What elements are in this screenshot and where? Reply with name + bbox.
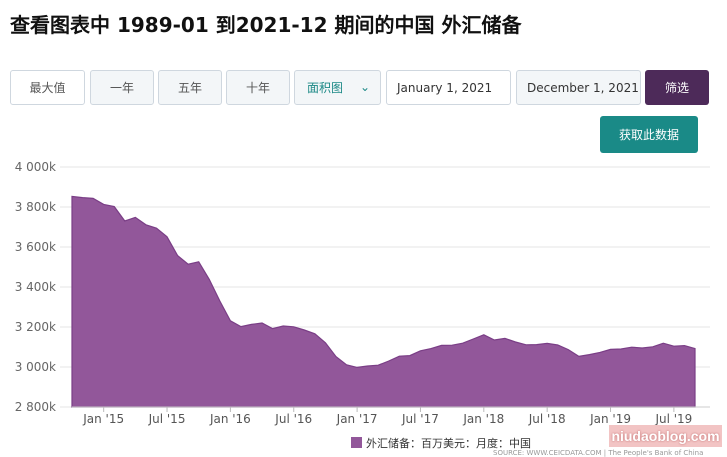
end-date-input[interactable]: December 1, 2021: [516, 70, 641, 105]
source-note: SOURCE: WWW.CEICDATA.COM | The People's …: [493, 449, 703, 457]
x-tick-label: Jul '17: [401, 412, 439, 426]
x-tick-label: Jan '17: [336, 412, 378, 426]
page-title: 查看图表中 1989-01 到2021-12 期间的中国 外汇储备: [10, 13, 522, 37]
range-10y-button[interactable]: 十年: [226, 70, 290, 105]
x-tick-label: Jul '16: [274, 412, 312, 426]
y-tick-label: 3 000k: [15, 360, 56, 374]
x-tick-label: Jan '19: [589, 412, 631, 426]
x-tick-label: Jan '15: [82, 412, 124, 426]
range-1y-button[interactable]: 一年: [90, 70, 154, 105]
series-area: [71, 195, 696, 408]
y-tick-label: 3 400k: [15, 280, 56, 294]
range-5y-button[interactable]: 五年: [158, 70, 222, 105]
y-tick-label: 3 800k: [15, 200, 56, 214]
y-tick-label: 3 200k: [15, 320, 56, 334]
x-tick-label: Jan '18: [462, 412, 504, 426]
x-tick-label: Jul '15: [148, 412, 186, 426]
x-tick-label: Jul '18: [528, 412, 566, 426]
fetch-data-button[interactable]: 获取此数据: [600, 116, 698, 153]
range-max-button[interactable]: 最大值: [10, 70, 85, 105]
watermark-logo: niudaoblog.com: [609, 425, 722, 447]
y-tick-label: 3 600k: [15, 240, 56, 254]
chart-type-selected-value: 面积图: [307, 81, 344, 95]
chevron-down-icon: ⌄: [359, 80, 370, 94]
chart-type-select[interactable]: 面积图 ⌄: [294, 70, 381, 105]
start-date-input[interactable]: January 1, 2021: [386, 70, 511, 105]
y-tick-label: 4 000k: [15, 160, 56, 174]
y-tick-label: 2 800k: [15, 400, 56, 414]
x-tick-label: Jul '19: [654, 412, 692, 426]
legend-label[interactable]: 外汇储备：百万美元：月度：中国: [366, 436, 531, 450]
legend-swatch: [351, 437, 362, 448]
filter-button[interactable]: 筛选: [645, 70, 709, 105]
x-tick-label: Jan '16: [209, 412, 251, 426]
